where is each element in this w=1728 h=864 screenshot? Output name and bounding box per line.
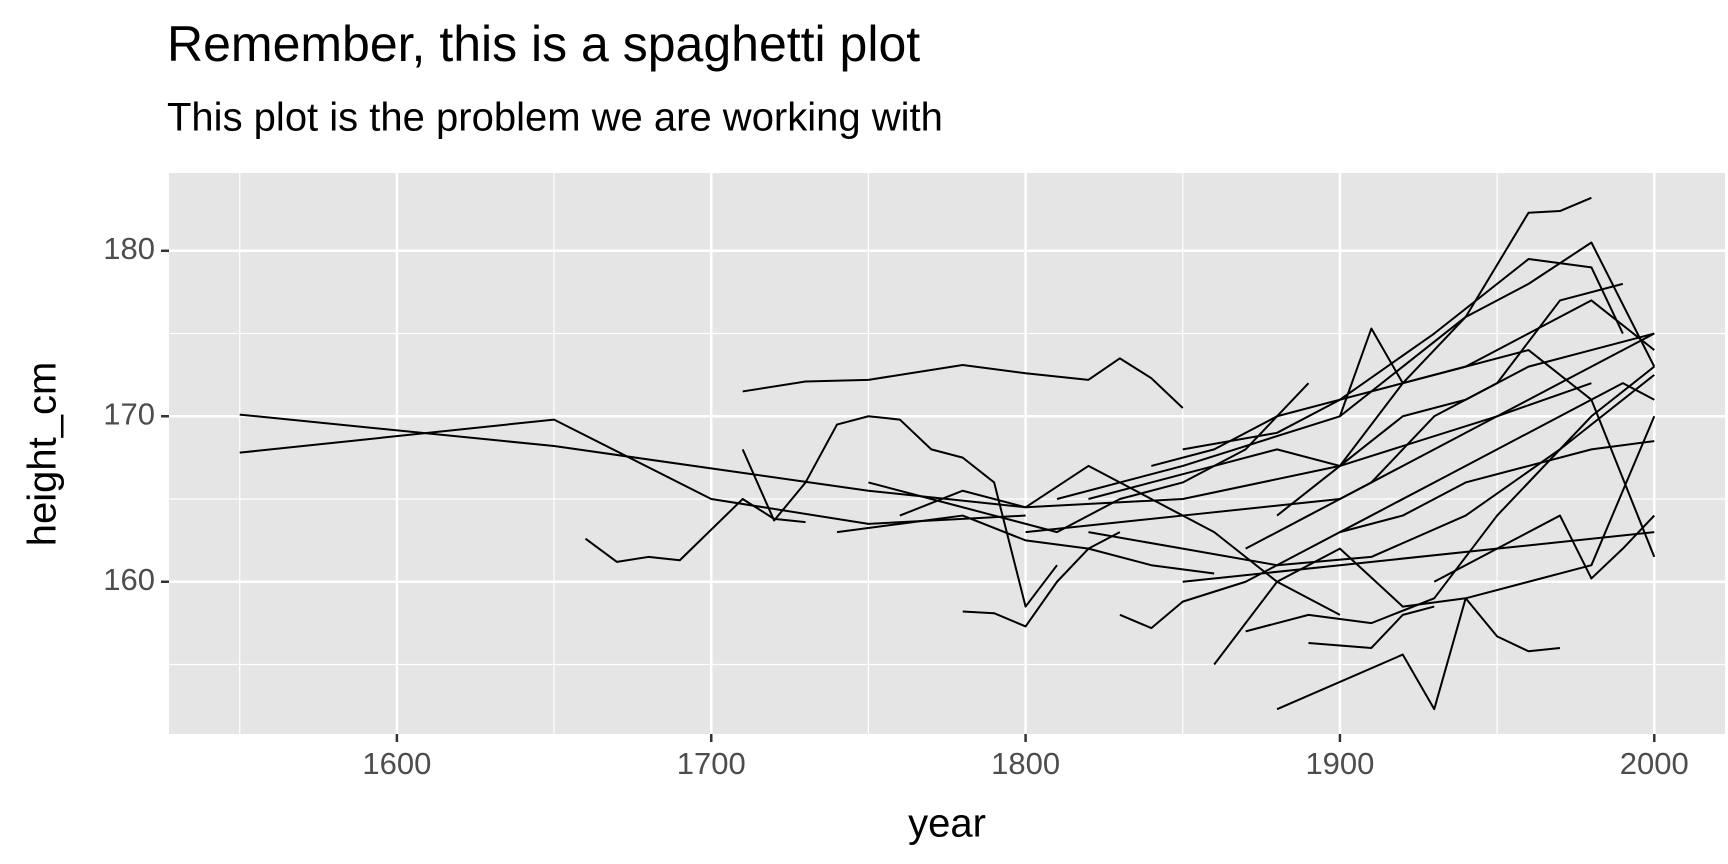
chart-title: Remember, this is a spaghetti plot xyxy=(167,16,920,72)
series-line xyxy=(1151,299,1655,467)
series-line xyxy=(1276,598,1467,711)
chart-subtitle: This plot is the problem we are working … xyxy=(167,96,943,140)
x-tick-label: 1600 xyxy=(362,746,431,781)
series-line xyxy=(1088,332,1655,500)
series-line xyxy=(1182,258,1624,451)
x-tick-label: 1900 xyxy=(1305,746,1374,781)
y-axis-title: height_cm xyxy=(21,362,65,547)
series-line xyxy=(1213,415,1656,666)
series-line xyxy=(1464,597,1561,653)
y-tick-label: 170 xyxy=(103,396,155,431)
series-line xyxy=(1433,514,1655,583)
series-line xyxy=(1245,365,1655,633)
x-axis-title: year xyxy=(908,802,986,846)
series-line xyxy=(868,382,1310,534)
series-line xyxy=(1339,440,1655,534)
series-line xyxy=(742,357,1184,409)
y-tick-label: 180 xyxy=(103,231,155,266)
series-line xyxy=(899,464,1341,616)
x-tick-label: 1800 xyxy=(991,746,1060,781)
series-line xyxy=(836,514,1215,575)
series-line xyxy=(239,382,1592,509)
series-line xyxy=(962,531,1121,628)
series-line xyxy=(741,415,1058,608)
y-tick-label: 160 xyxy=(103,562,155,597)
series-line xyxy=(1119,382,1655,630)
x-tick-label: 1700 xyxy=(677,746,746,781)
series-line xyxy=(1245,282,1624,550)
series-line xyxy=(1088,374,1655,567)
series-line xyxy=(1308,605,1435,649)
x-tick-label: 2000 xyxy=(1620,746,1689,781)
